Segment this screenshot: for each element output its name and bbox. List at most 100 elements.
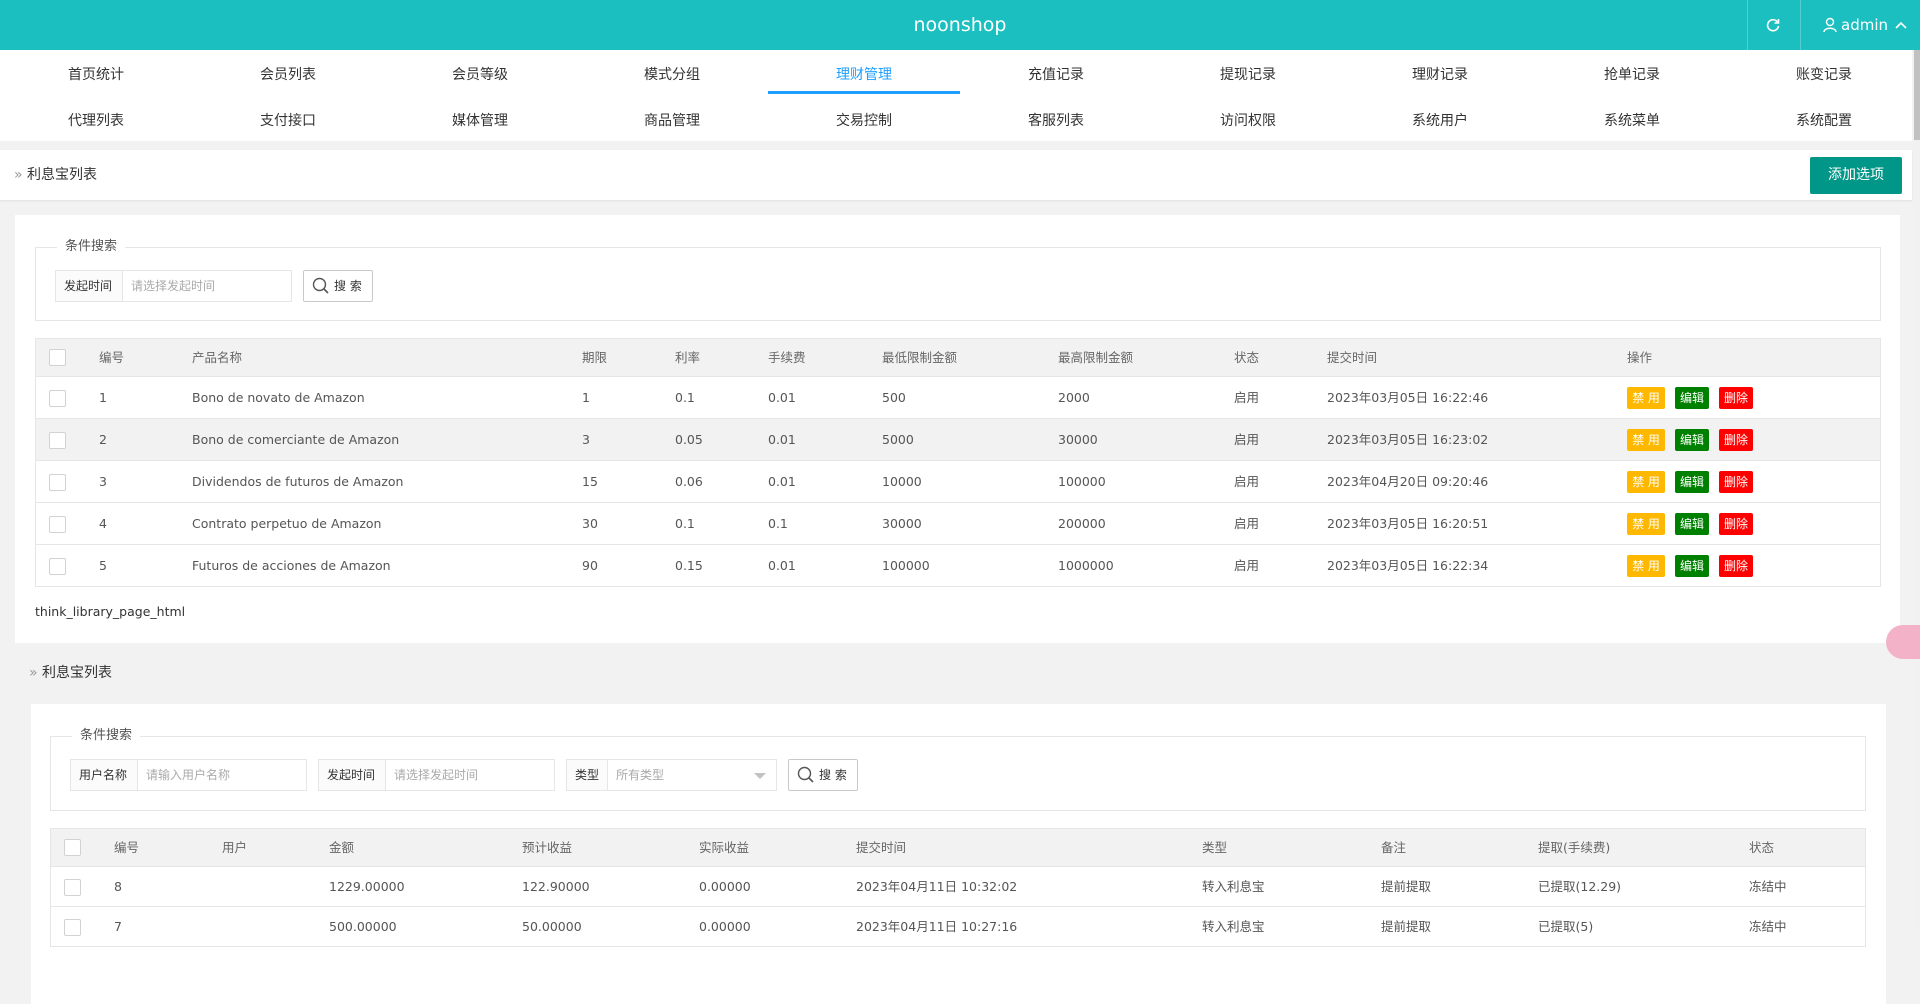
action-button[interactable]: 删除 bbox=[1719, 555, 1753, 577]
search-fieldset bbox=[50, 736, 1866, 811]
table-header bbox=[50, 828, 1866, 867]
breadcrumb-bar: » 利息宝列表 添加选项 bbox=[0, 150, 1912, 200]
table-cell: 0.05 bbox=[675, 432, 703, 447]
add-button[interactable]: 添加选项 bbox=[1810, 157, 1902, 194]
search-legend: 条件搜索 bbox=[72, 727, 141, 745]
table-cell: 500.00000 bbox=[329, 919, 397, 934]
nav-item[interactable]: 首页统计 bbox=[68, 67, 124, 83]
table-cell: 1 bbox=[99, 390, 107, 405]
dropdown-caret bbox=[754, 773, 766, 779]
field-input[interactable]: 请输入用户名称 bbox=[137, 759, 307, 791]
table-cell: 0.1 bbox=[768, 516, 788, 531]
checkbox[interactable] bbox=[49, 473, 66, 491]
nav-item[interactable]: 提现记录 bbox=[1220, 67, 1276, 83]
nav-item[interactable]: 抢单记录 bbox=[1604, 67, 1660, 83]
table-cell: 启用 bbox=[1234, 390, 1260, 405]
table-cell: Contrato perpetuo de Amazon bbox=[192, 516, 382, 531]
action-button[interactable]: 禁 用 bbox=[1627, 429, 1665, 451]
table-cell: 2023年04月20日 09:20:46 bbox=[1327, 474, 1489, 489]
search-button[interactable]: 搜 索 bbox=[303, 270, 373, 302]
table-cell: 已提取(12.29) bbox=[1538, 879, 1622, 894]
nav-item[interactable]: 代理列表 bbox=[68, 113, 124, 129]
checkbox[interactable] bbox=[49, 389, 66, 407]
column-header: 操作 bbox=[1627, 350, 1653, 365]
nav-item[interactable]: 客服列表 bbox=[1028, 113, 1084, 129]
scrollbar-thumb[interactable] bbox=[1914, 50, 1920, 140]
field-input[interactable]: 请选择发起时间 bbox=[122, 270, 292, 302]
action-button[interactable]: 删除 bbox=[1719, 387, 1753, 409]
checkbox[interactable] bbox=[64, 839, 81, 856]
field-input[interactable]: 所有类型 bbox=[607, 759, 777, 791]
table-cell: 2023年04月11日 10:27:16 bbox=[856, 919, 1018, 934]
table-cell: 启用 bbox=[1234, 474, 1260, 489]
column-header: 最低限制金额 bbox=[882, 350, 958, 365]
nav-item[interactable]: 理财记录 bbox=[1412, 67, 1468, 83]
nav-item[interactable]: 会员等级 bbox=[452, 67, 508, 83]
checkbox[interactable] bbox=[49, 349, 66, 366]
table-cell: 已提取(5) bbox=[1538, 919, 1594, 934]
nav-item[interactable]: 系统配置 bbox=[1796, 113, 1852, 129]
nav-item[interactable]: 访问权限 bbox=[1220, 113, 1276, 129]
nav-item[interactable]: 模式分组 bbox=[644, 67, 700, 83]
table-cell: 0.00000 bbox=[699, 919, 751, 934]
search-icon bbox=[312, 277, 329, 294]
divider bbox=[1800, 0, 1801, 50]
column-header: 状态 bbox=[1749, 840, 1775, 855]
nav-item[interactable]: 商品管理 bbox=[644, 113, 700, 129]
table-cell: 0.00000 bbox=[699, 879, 751, 894]
checkbox[interactable] bbox=[64, 918, 81, 936]
action-button[interactable]: 禁 用 bbox=[1627, 555, 1665, 577]
column-header: 提取(手续费) bbox=[1538, 840, 1611, 855]
action-button[interactable]: 编辑 bbox=[1675, 387, 1709, 409]
action-button[interactable]: 禁 用 bbox=[1627, 513, 1665, 535]
nav-item[interactable]: 支付接口 bbox=[260, 113, 316, 129]
nav-item[interactable]: 交易控制 bbox=[836, 113, 892, 129]
nav-item[interactable]: 媒体管理 bbox=[452, 113, 508, 129]
action-button[interactable]: 禁 用 bbox=[1627, 387, 1665, 409]
checkbox[interactable] bbox=[49, 431, 66, 449]
checkbox[interactable] bbox=[64, 878, 81, 896]
table-cell: 30000 bbox=[1058, 432, 1098, 447]
checkbox[interactable] bbox=[49, 515, 66, 533]
table-cell: 转入利息宝 bbox=[1202, 879, 1265, 894]
nav-item[interactable]: 会员列表 bbox=[260, 67, 316, 83]
table-cell: 冻结中 bbox=[1749, 919, 1787, 934]
nav-item[interactable]: 账变记录 bbox=[1796, 67, 1852, 83]
column-header: 实际收益 bbox=[699, 840, 750, 855]
search-button[interactable]: 搜 索 bbox=[788, 759, 858, 791]
top-bar: noonshop admin bbox=[0, 0, 1920, 50]
column-header: 最高限制金额 bbox=[1058, 350, 1134, 365]
action-button[interactable]: 禁 用 bbox=[1627, 471, 1665, 493]
nav-item[interactable]: 充值记录 bbox=[1028, 67, 1084, 83]
table-cell: 2023年03月05日 16:23:02 bbox=[1327, 432, 1489, 447]
action-button[interactable]: 删除 bbox=[1719, 513, 1753, 535]
column-header: 状态 bbox=[1234, 350, 1260, 365]
refresh-icon[interactable] bbox=[1765, 17, 1781, 33]
table-cell: 1 bbox=[582, 390, 590, 405]
table-cell: 0.1 bbox=[675, 516, 695, 531]
table-cell: 15 bbox=[582, 474, 598, 489]
nav-item[interactable]: 系统菜单 bbox=[1604, 113, 1660, 129]
action-button[interactable]: 删除 bbox=[1719, 471, 1753, 493]
user-menu[interactable]: admin bbox=[1841, 16, 1888, 34]
nav-item[interactable]: 系统用户 bbox=[1412, 113, 1468, 129]
table-cell: 0.01 bbox=[768, 432, 796, 447]
table-cell: 0.06 bbox=[675, 474, 703, 489]
nav-item[interactable]: 理财管理 bbox=[768, 61, 960, 94]
table-cell: 转入利息宝 bbox=[1202, 919, 1265, 934]
table-cell: 2000 bbox=[1058, 390, 1090, 405]
table-cell: 冻结中 bbox=[1749, 879, 1787, 894]
column-header: 手续费 bbox=[768, 350, 806, 365]
translate-widget[interactable] bbox=[1886, 625, 1920, 659]
table-cell: 2 bbox=[99, 432, 107, 447]
checkbox[interactable] bbox=[49, 557, 66, 575]
action-button[interactable]: 删除 bbox=[1719, 429, 1753, 451]
field-input[interactable]: 请选择发起时间 bbox=[385, 759, 555, 791]
divider bbox=[1747, 0, 1748, 50]
search-legend: 条件搜索 bbox=[57, 238, 126, 256]
action-button[interactable]: 编辑 bbox=[1675, 555, 1709, 577]
action-button[interactable]: 编辑 bbox=[1675, 471, 1709, 493]
action-button[interactable]: 编辑 bbox=[1675, 513, 1709, 535]
action-button[interactable]: 编辑 bbox=[1675, 429, 1709, 451]
field-label: 类型 bbox=[566, 759, 608, 791]
